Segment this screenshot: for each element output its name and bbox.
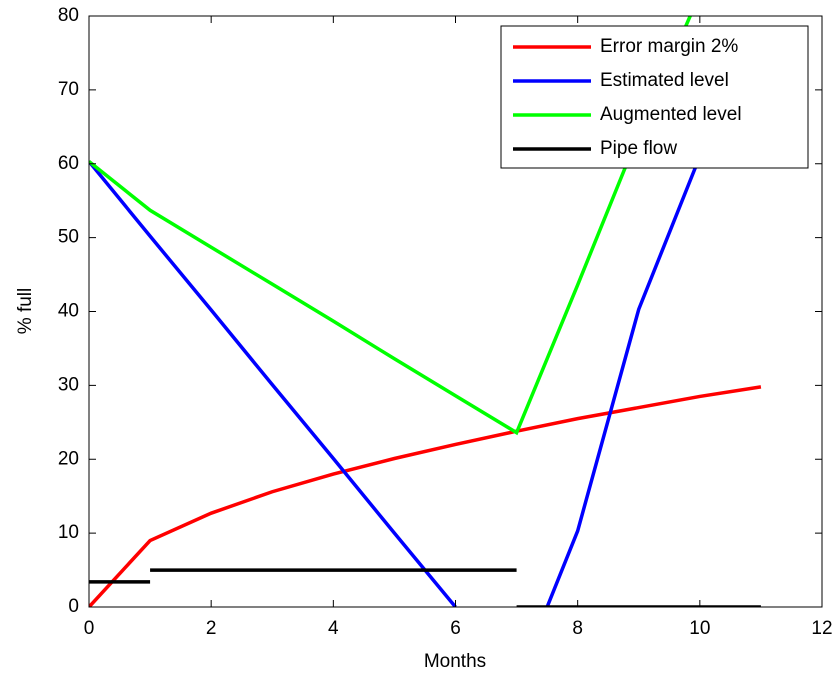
legend-label: Pipe flow [600, 138, 677, 159]
legend-label: Estimated level [600, 70, 729, 91]
y-tick-label: 80 [58, 5, 79, 26]
x-tick-label: 2 [206, 618, 217, 639]
x-tick-label: 8 [572, 618, 583, 639]
data-line [89, 16, 693, 436]
y-tick-label: 10 [58, 522, 79, 543]
x-tick-label: 10 [689, 618, 710, 639]
y-tick-label: 0 [68, 596, 79, 617]
x-tick-label: 6 [450, 618, 461, 639]
data-line [545, 155, 702, 607]
x-tick-label: 0 [84, 618, 95, 639]
x-tick-label: 4 [328, 618, 339, 639]
legend-label: Error margin 2% [600, 36, 738, 57]
plot-area [89, 16, 762, 607]
x-tick-label: 12 [811, 618, 832, 639]
legend-label: Augmented level [600, 104, 742, 125]
y-tick-label: 30 [58, 374, 79, 395]
x-axis-label: Months [424, 651, 486, 672]
y-tick-label: 70 [58, 79, 79, 100]
y-tick-label: 20 [58, 448, 79, 469]
y-tick-label: 50 [58, 227, 79, 248]
data-line [89, 160, 457, 607]
y-axis-label: % full [15, 288, 36, 334]
y-tick-label: 40 [58, 301, 79, 322]
legend-box [500, 25, 809, 169]
y-tick-label: 60 [58, 153, 79, 174]
data-line [89, 385, 762, 607]
